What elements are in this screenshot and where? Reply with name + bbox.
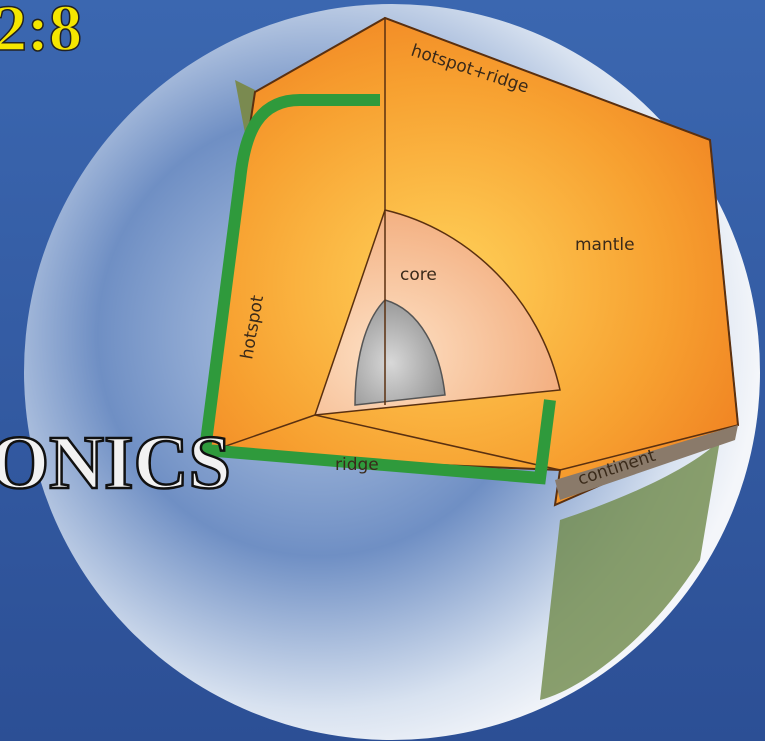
title-fragment: 2:8 [0, 0, 82, 65]
slide: hotspot+ridge mantle core hotspot ridge … [0, 0, 765, 741]
diagram-label: mantle [575, 235, 635, 255]
diagram-label: ridge [335, 455, 379, 475]
page: hotspot+ridge mantle core hotspot ridge … [0, 0, 765, 741]
diagram-label: core [400, 265, 437, 285]
heading-fragment: ONICS [0, 421, 231, 505]
